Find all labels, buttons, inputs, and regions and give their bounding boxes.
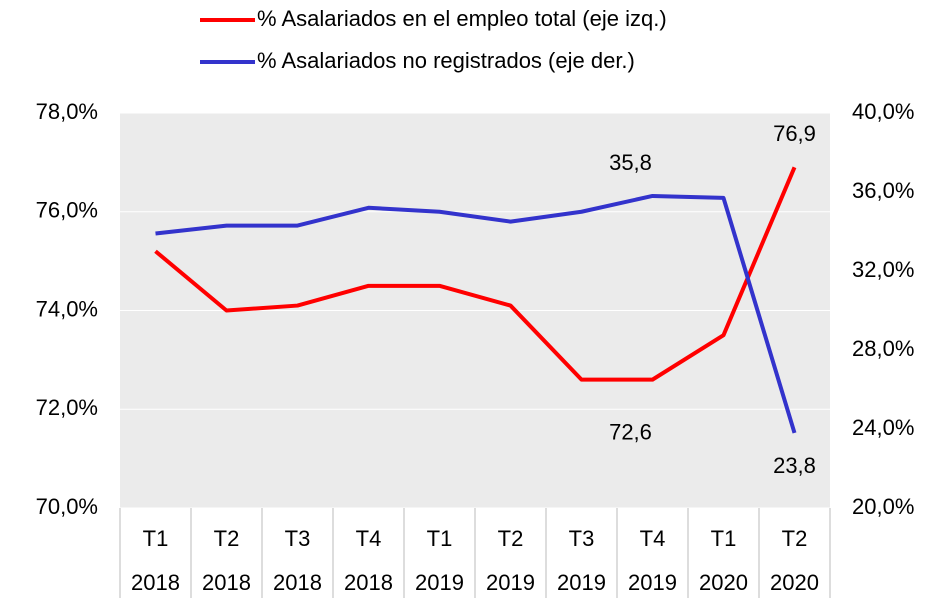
x-tick-label: 2019 (415, 570, 464, 595)
y2-tick-label: 20,0% (852, 494, 914, 519)
series-line (154, 166, 797, 382)
x-tick-label: 2019 (557, 570, 606, 595)
y2-tick-label: 32,0% (852, 257, 914, 282)
y-tick-label: 74,0% (36, 296, 98, 321)
y2-tick-label: 40,0% (852, 99, 914, 124)
x-tick-label: 2018 (202, 570, 251, 595)
data-label: 72,6 (609, 419, 652, 444)
x-tick-label: T4 (640, 526, 666, 551)
x-tick-label: 2018 (131, 570, 180, 595)
x-tick-label: 2019 (628, 570, 677, 595)
x-tick-label: T2 (214, 526, 240, 551)
y2-tick-label: 28,0% (852, 336, 914, 361)
legend-label: % Asalariados no registrados (eje der.) (257, 48, 635, 73)
y-tick-label: 72,0% (36, 395, 98, 420)
data-label: 76,9 (773, 121, 816, 146)
x-tick-label: T3 (285, 526, 311, 551)
data-label: 23,8 (773, 453, 816, 478)
x-tick-label: 2019 (486, 570, 535, 595)
y-tick-label: 76,0% (36, 198, 98, 223)
series-line (155, 193, 797, 434)
data-label: 35,8 (609, 150, 652, 175)
x-tick-label: 2020 (699, 570, 748, 595)
legend-label: % Asalariados en el empleo total (eje iz… (257, 6, 667, 31)
x-tick-label: T1 (143, 526, 169, 551)
x-tick-label: T3 (569, 526, 595, 551)
x-tick-label: T2 (498, 526, 524, 551)
y-tick-label: 78,0% (36, 99, 98, 124)
x-tick-label: 2020 (770, 570, 819, 595)
y2-tick-label: 36,0% (852, 178, 914, 203)
x-tick-label: T4 (356, 526, 382, 551)
x-tick-label: T1 (711, 526, 737, 551)
y-tick-label: 70,0% (36, 494, 98, 519)
x-tick-label: T2 (782, 526, 808, 551)
x-tick-label: T1 (427, 526, 453, 551)
x-tick-label: 2018 (273, 570, 322, 595)
x-tick-label: 2018 (344, 570, 393, 595)
y2-tick-label: 24,0% (852, 415, 914, 440)
